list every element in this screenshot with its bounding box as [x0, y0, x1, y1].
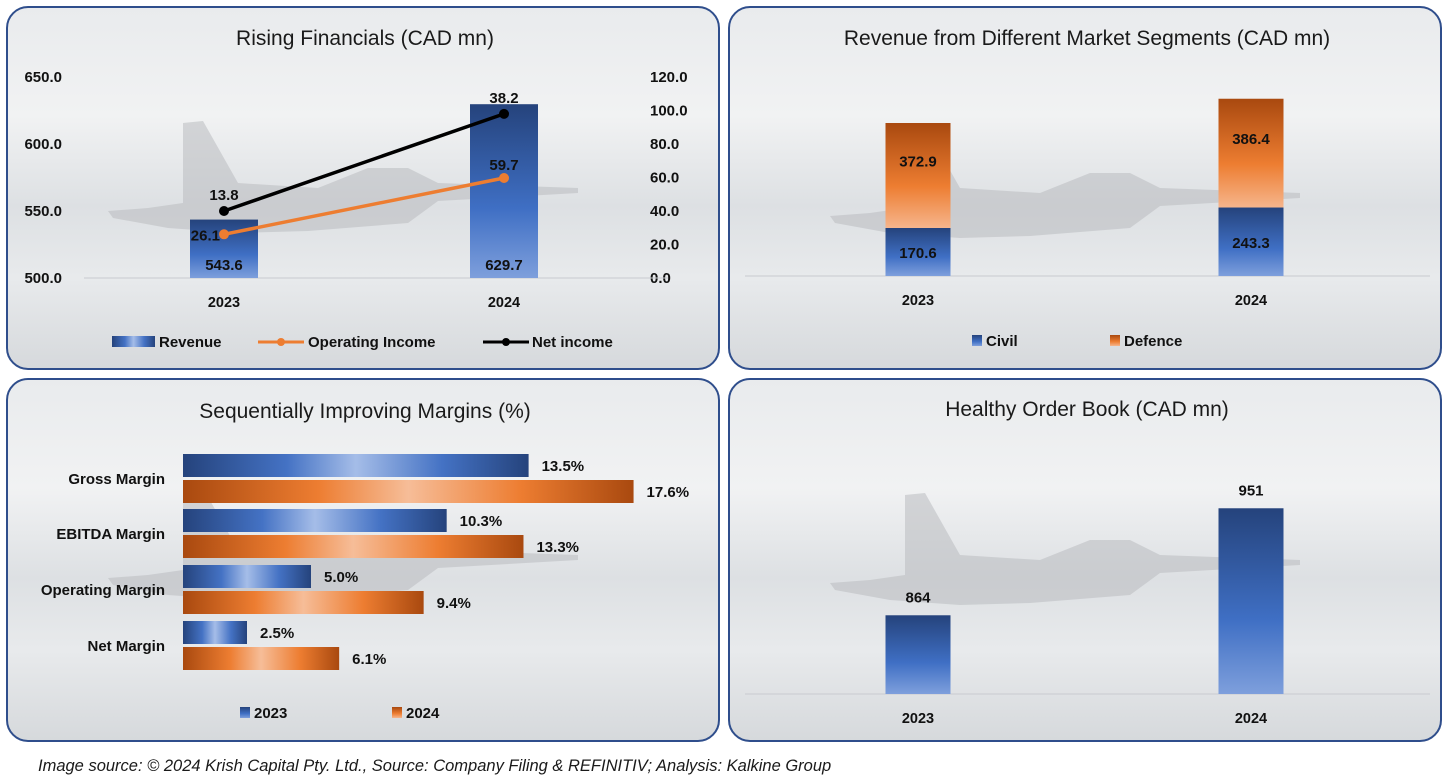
data-label-order-book: 951 — [1238, 482, 1263, 499]
legend-swatch-revenue — [112, 336, 155, 347]
y2-tick-label: 80.0 — [650, 136, 679, 153]
data-label-operating-margin-2023: 5.0% — [324, 569, 358, 586]
y-tick-label: 650.0 — [24, 69, 62, 86]
margins-panel: Sequentially Improving Margins (%) Gross… — [6, 378, 720, 742]
y2-tick-label: 20.0 — [650, 237, 679, 254]
legend: Civil Defence — [972, 333, 1182, 350]
legend-swatch-defence — [1110, 335, 1120, 346]
legend: 2023 2024 — [240, 705, 440, 722]
bar-ebitda-margin-2024 — [183, 535, 524, 558]
legend-swatch-civil — [972, 335, 982, 346]
legend-swatch-2023 — [240, 707, 250, 718]
legend-label-revenue: Revenue — [159, 334, 222, 351]
data-label-operating-income: 59.7 — [489, 157, 518, 174]
legend-label-operating-income: Operating Income — [308, 334, 436, 351]
data-label-ebitda-margin-2023: 10.3% — [460, 513, 503, 530]
image-source-footer: Image source: © 2024 Krish Capital Pty. … — [38, 757, 832, 775]
rising-financials-chart: Rising Financials (CAD mn) 500.0 550.0 600… — [24, 27, 688, 351]
category-label-ebitda-margin: EBITDA Margin — [56, 526, 165, 543]
order-book-panel: Healthy Order Book (CAD mn) 864 951 2023 2… — [728, 378, 1442, 742]
x-tick-label: 2024 — [1235, 293, 1267, 309]
data-label-revenue: 629.7 — [485, 257, 523, 274]
point-operating-income-2024 — [499, 173, 509, 184]
x-tick-label: 2023 — [902, 711, 934, 727]
data-label-order-book: 864 — [905, 589, 931, 606]
data-label-operating-income: 26.1 — [191, 227, 220, 244]
y-tick-label: 500.0 — [24, 270, 62, 287]
data-label-net-margin-2024: 6.1% — [352, 651, 386, 668]
legend-label-2023: 2023 — [254, 705, 287, 722]
legend: Revenue Operating Income Net income — [112, 334, 613, 351]
rising-financials-panel: Rising Financials (CAD mn) 500.0 550.0 600… — [6, 6, 720, 370]
bar-operating-margin-2024 — [183, 591, 424, 614]
data-label-net-margin-2023: 2.5% — [260, 625, 294, 642]
line-net-income — [223, 112, 505, 213]
legend-marker-operating-income — [277, 338, 285, 346]
data-label-net-income: 13.8 — [209, 187, 238, 204]
chart-title: Sequentially Improving Margins (%) — [199, 400, 530, 423]
bar-gross-margin-2023 — [183, 454, 529, 477]
bar-gross-margin-2024 — [183, 480, 634, 503]
jet-watermark — [830, 493, 1300, 605]
bar-net-margin-2024 — [183, 647, 340, 670]
bar-net-margin-2023 — [183, 621, 247, 644]
market-segments-panel: Revenue from Different Market Segments (… — [728, 6, 1442, 370]
legend-label-defence: Defence — [1124, 333, 1182, 350]
bar-ebitda-margin-2023 — [183, 509, 447, 532]
point-operating-income-2023 — [219, 229, 229, 240]
primary-y-axis: 500.0 550.0 600.0 650.0 — [24, 69, 62, 287]
bar-order-book-2023 — [885, 615, 951, 694]
legend-label-net-income: Net income — [532, 334, 613, 351]
chart-title: Rising Financials (CAD mn) — [236, 27, 494, 50]
y-tick-label: 600.0 — [24, 136, 62, 153]
bar-revenue-2024 — [470, 104, 538, 279]
legend-label-2024: 2024 — [406, 705, 440, 722]
point-net-income-2024 — [499, 108, 509, 119]
x-tick-label: 2023 — [208, 295, 240, 311]
margins-chart: Sequentially Improving Margins (%) Gross… — [41, 400, 690, 722]
legend-swatch-2024 — [392, 707, 402, 718]
chart-title: Healthy Order Book (CAD mn) — [945, 398, 1229, 421]
bar-civil-2023 — [885, 227, 951, 276]
data-label-civil: 170.6 — [899, 245, 937, 262]
chart-title: Revenue from Different Market Segments (… — [844, 27, 1330, 50]
data-label-civil: 243.3 — [1232, 235, 1270, 252]
y-tick-label: 550.0 — [24, 203, 62, 220]
x-tick-label: 2023 — [902, 293, 934, 309]
data-label-revenue: 543.6 — [205, 257, 243, 274]
category-label-net-margin: Net Margin — [87, 638, 165, 655]
legend-label-civil: Civil — [986, 333, 1018, 350]
point-net-income-2023 — [219, 206, 229, 216]
category-label-operating-margin: Operating Margin — [41, 582, 165, 599]
order-book-chart: Healthy Order Book (CAD mn) 864 951 2023 2… — [745, 398, 1430, 727]
bar-operating-margin-2023 — [183, 565, 311, 588]
data-label-operating-margin-2024: 9.4% — [437, 595, 471, 612]
x-tick-label: 2024 — [488, 295, 520, 311]
data-label-defence: 386.4 — [1232, 131, 1270, 148]
legend-marker-net-income — [502, 338, 510, 346]
y2-tick-label: 60.0 — [650, 170, 679, 187]
jet-watermark — [108, 121, 578, 233]
y2-tick-label: 100.0 — [650, 103, 688, 120]
data-label-ebitda-margin-2024: 13.3% — [536, 539, 579, 556]
data-label-gross-margin-2024: 17.6% — [647, 484, 690, 501]
data-label-defence: 372.9 — [899, 153, 937, 170]
bar-order-book-2024 — [1218, 508, 1284, 694]
line-operating-income — [223, 176, 505, 236]
y2-tick-label: 40.0 — [650, 203, 679, 220]
y2-tick-label: 120.0 — [650, 69, 688, 86]
x-tick-label: 2024 — [1235, 711, 1267, 727]
bar-civil-2024 — [1218, 207, 1284, 276]
bar-defence-2023 — [885, 123, 951, 228]
data-label-gross-margin-2023: 13.5% — [542, 458, 585, 475]
market-segments-chart: Revenue from Different Market Segments (… — [745, 27, 1430, 350]
data-label-net-income: 38.2 — [489, 90, 518, 107]
bar-defence-2024 — [1218, 98, 1284, 208]
category-label-gross-margin: Gross Margin — [68, 471, 165, 488]
